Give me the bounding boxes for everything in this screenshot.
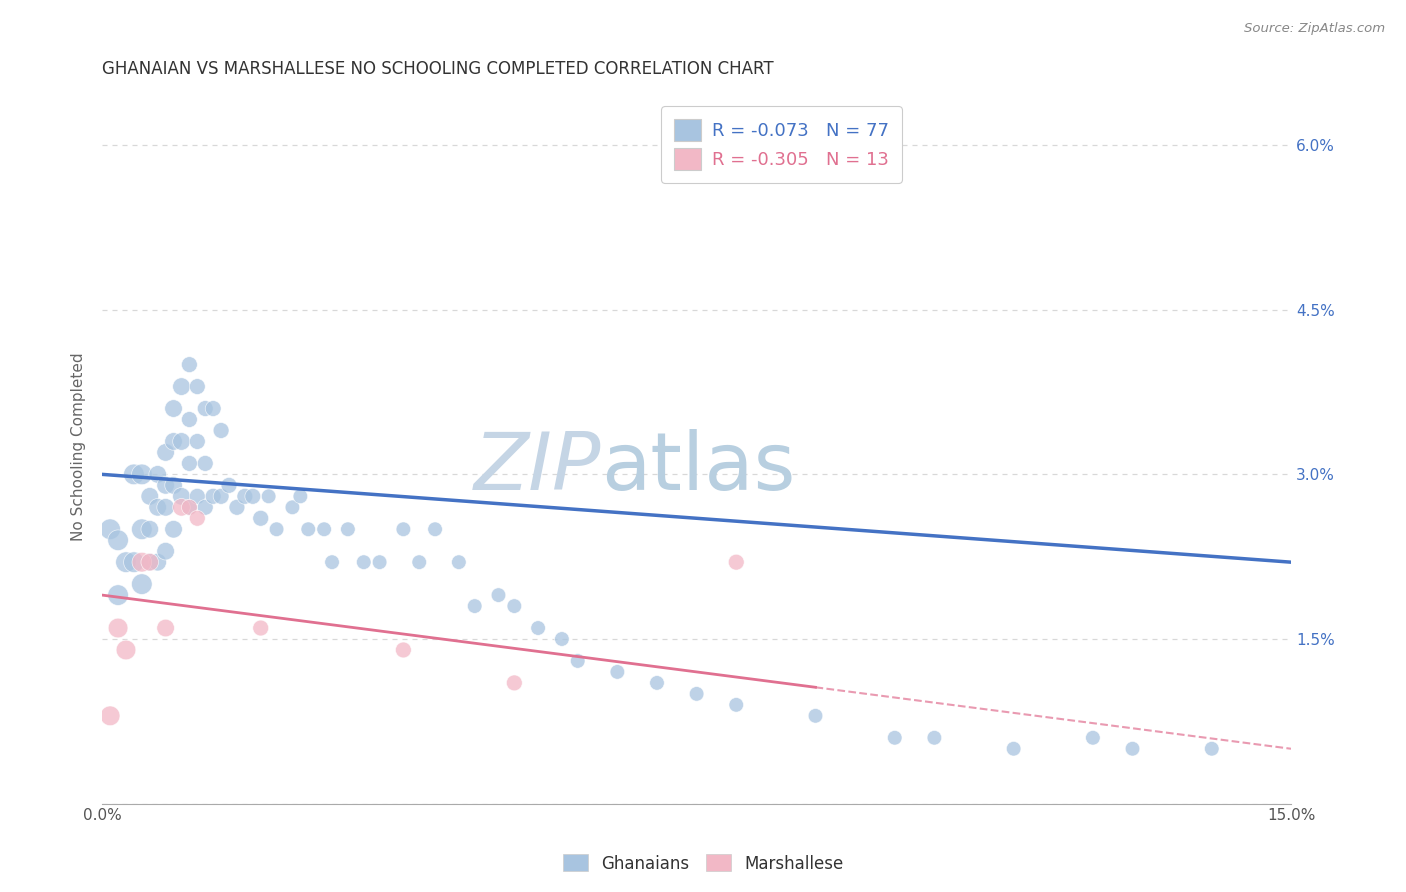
Point [107,621,129,635]
Point [139,489,162,503]
Point [194,457,217,471]
Point [146,500,169,515]
Point [1002,741,1025,756]
Point [155,500,177,515]
Point [1201,741,1223,756]
Point [392,522,415,536]
Point [1081,731,1104,745]
Point [170,379,193,393]
Point [139,555,162,569]
Text: GHANAIAN VS MARSHALLESE NO SCHOOLING COMPLETED CORRELATION CHART: GHANAIAN VS MARSHALLESE NO SCHOOLING COM… [103,60,773,78]
Point [392,643,415,657]
Point [179,500,201,515]
Point [1121,741,1143,756]
Point [353,555,375,569]
Point [725,698,748,712]
Point [162,522,184,536]
Point [464,599,486,613]
Point [281,500,304,515]
Point [179,358,201,372]
Point [336,522,359,536]
Point [218,478,240,492]
Point [290,489,312,503]
Point [131,555,153,569]
Point [115,555,138,569]
Point [606,665,628,679]
Point [186,511,208,525]
Point [297,522,319,536]
Point [209,489,232,503]
Point [447,555,470,569]
Point [725,555,748,569]
Point [155,445,177,459]
Point [179,500,201,515]
Point [551,632,574,646]
Point [226,500,249,515]
Point [107,588,129,602]
Point [202,401,225,416]
Point [155,621,177,635]
Point [209,424,232,438]
Point [503,676,526,690]
Point [170,434,193,449]
Point [233,489,256,503]
Point [685,687,707,701]
Text: ZIP: ZIP [474,429,602,508]
Point [804,708,827,723]
Point [139,555,162,569]
Point [368,555,391,569]
Legend: Ghanaians, Marshallese: Ghanaians, Marshallese [555,847,851,880]
Point [194,401,217,416]
Point [179,412,201,426]
Text: Source: ZipAtlas.com: Source: ZipAtlas.com [1244,22,1385,36]
Point [155,544,177,558]
Point [139,522,162,536]
Point [202,489,225,503]
Point [155,478,177,492]
Point [98,522,121,536]
Point [527,621,550,635]
Point [162,401,184,416]
Point [186,489,208,503]
Point [321,555,343,569]
Point [107,533,129,548]
Point [146,555,169,569]
Point [186,379,208,393]
Point [249,621,271,635]
Point [146,467,169,482]
Point [98,708,121,723]
Text: atlas: atlas [602,429,796,508]
Point [266,522,288,536]
Point [186,434,208,449]
Point [567,654,589,668]
Point [131,467,153,482]
Point [314,522,336,536]
Point [249,511,271,525]
Point [194,500,217,515]
Point [257,489,280,503]
Point [162,434,184,449]
Point [170,489,193,503]
Point [408,555,430,569]
Y-axis label: No Schooling Completed: No Schooling Completed [72,352,86,541]
Point [122,467,145,482]
Point [170,500,193,515]
Point [503,599,526,613]
Point [115,643,138,657]
Point [131,522,153,536]
Point [924,731,946,745]
Legend: R = -0.073   N = 77, R = -0.305   N = 13: R = -0.073 N = 77, R = -0.305 N = 13 [661,106,901,183]
Point [242,489,264,503]
Point [883,731,905,745]
Point [645,676,668,690]
Point [131,577,153,591]
Point [162,478,184,492]
Point [122,555,145,569]
Point [423,522,446,536]
Point [488,588,510,602]
Point [179,457,201,471]
